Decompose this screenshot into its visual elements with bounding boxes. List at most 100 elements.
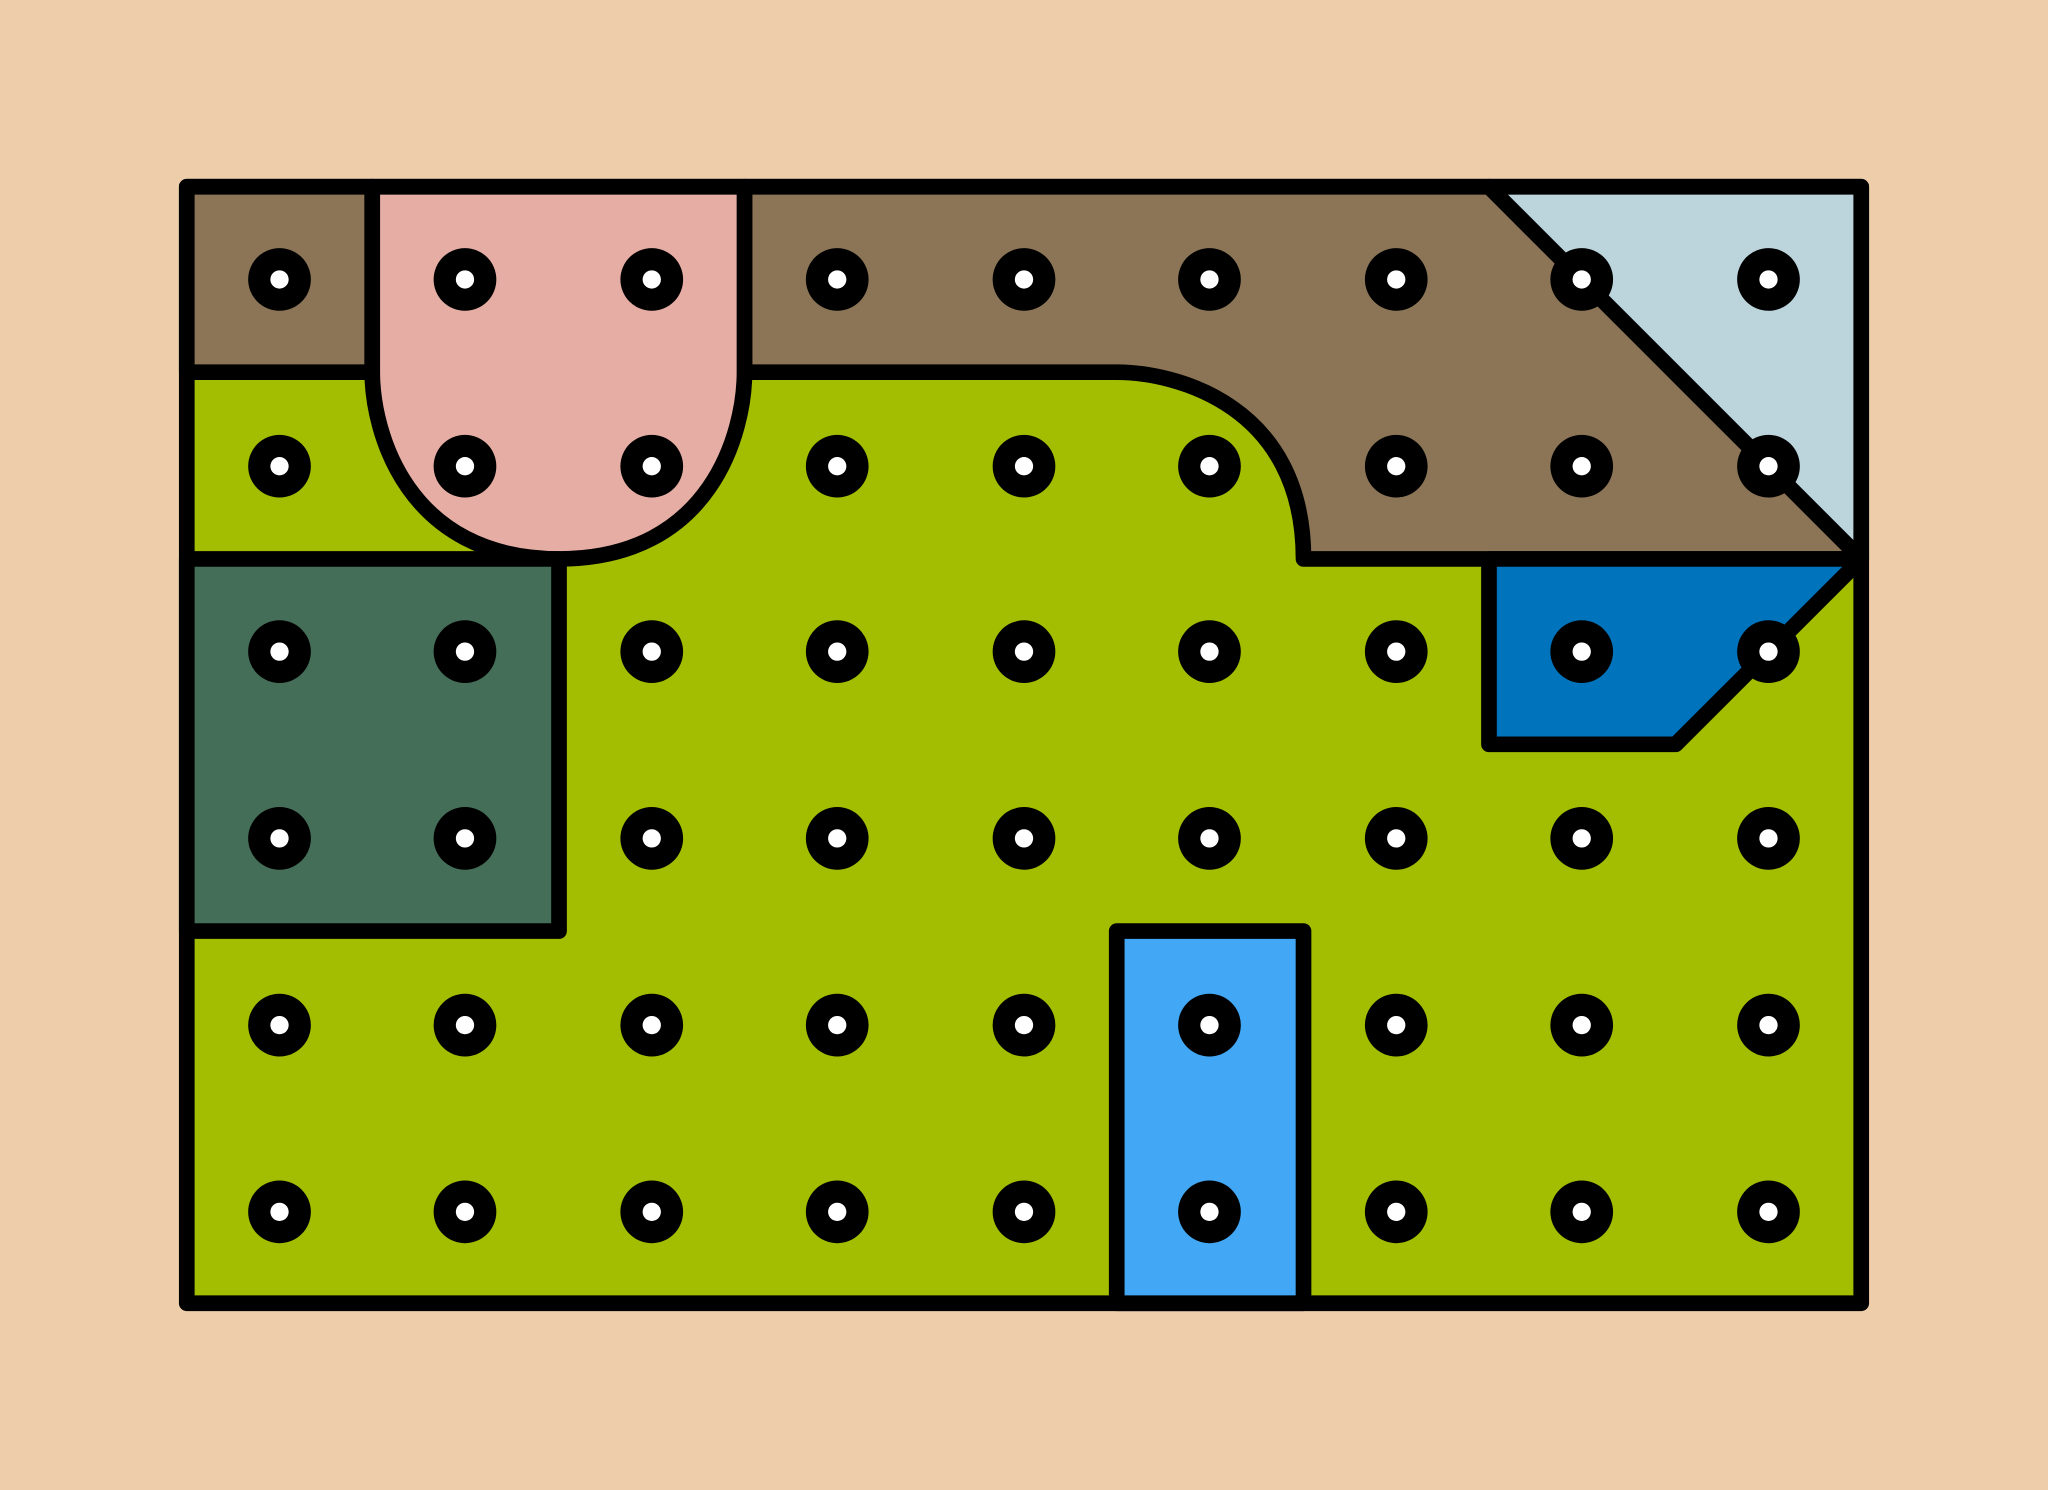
dot-center	[1387, 1015, 1406, 1035]
dot-center	[1200, 1202, 1219, 1221]
dot	[248, 1180, 311, 1244]
dot	[248, 620, 311, 683]
dot-center	[828, 642, 847, 661]
blue-region	[1481, 551, 1870, 753]
dot-center	[1014, 829, 1034, 848]
dot	[992, 1180, 1056, 1244]
dot-center	[455, 829, 475, 848]
dot	[1178, 993, 1241, 1057]
dot-center	[1387, 457, 1406, 476]
dot	[1178, 1180, 1241, 1244]
dot-center	[1387, 1202, 1406, 1221]
dot-center	[270, 829, 289, 848]
dot-center	[1572, 1202, 1591, 1221]
dot-center	[1200, 270, 1219, 289]
dot	[1178, 807, 1241, 870]
dot-center	[1387, 829, 1406, 848]
dot-center	[1014, 1015, 1034, 1035]
dot	[433, 1180, 497, 1244]
dark-green-region	[178, 551, 567, 939]
dot-center	[270, 642, 289, 661]
dot	[248, 993, 311, 1057]
dot-center	[270, 457, 289, 476]
dot-center	[1572, 829, 1591, 848]
dot-center	[642, 457, 661, 476]
dot	[248, 434, 311, 498]
dot	[1364, 993, 1428, 1057]
dot-center	[828, 1202, 847, 1221]
dot	[805, 620, 869, 683]
dot-center	[1572, 642, 1591, 661]
dot	[248, 248, 311, 311]
dot-center	[455, 642, 475, 661]
dot	[1364, 807, 1428, 870]
dot-center	[455, 1202, 475, 1221]
dot	[1550, 620, 1614, 683]
dot	[1737, 434, 1800, 498]
dot	[805, 807, 869, 870]
dot	[992, 620, 1056, 683]
dot-center	[455, 270, 475, 289]
dot-center	[1572, 270, 1591, 289]
dot-center	[1200, 829, 1219, 848]
dot-center	[270, 1015, 289, 1035]
sky-blue-region	[1108, 923, 1312, 1312]
dot-center	[1014, 642, 1034, 661]
dot-center	[1759, 270, 1778, 289]
dot	[620, 434, 684, 498]
dot	[1550, 1180, 1614, 1244]
dot-center	[642, 1202, 661, 1221]
dot	[1178, 434, 1241, 498]
dot	[1364, 620, 1428, 683]
dot	[1737, 993, 1800, 1057]
dot-center	[270, 270, 289, 289]
dot	[1737, 620, 1800, 683]
dot-center	[1572, 457, 1591, 476]
dot	[1550, 807, 1614, 870]
dot-center	[1759, 1015, 1778, 1035]
dot-center	[1572, 1015, 1591, 1035]
dot	[805, 248, 869, 311]
dot-center	[1014, 1202, 1034, 1221]
dot-center	[642, 829, 661, 848]
dot	[1364, 1180, 1428, 1244]
dot	[992, 248, 1056, 311]
dot	[620, 620, 684, 683]
dot	[1550, 248, 1614, 311]
dot	[433, 248, 497, 311]
dot-center	[1200, 1015, 1219, 1035]
dot	[805, 1180, 869, 1244]
dot-center	[828, 270, 847, 289]
dot-center	[270, 1202, 289, 1221]
dot-center	[1387, 270, 1406, 289]
dot-center	[1014, 270, 1034, 289]
dot-center	[828, 457, 847, 476]
dot-center	[828, 1015, 847, 1035]
dot	[1178, 620, 1241, 683]
dot	[433, 620, 497, 683]
dot	[433, 434, 497, 498]
dot	[805, 993, 869, 1057]
dot	[1178, 248, 1241, 311]
dot	[1364, 248, 1428, 311]
dot	[1737, 807, 1800, 870]
dot	[992, 993, 1056, 1057]
pink-region	[364, 178, 753, 567]
dot	[620, 807, 684, 870]
dot-grid	[248, 248, 1800, 1244]
dot-center	[642, 1015, 661, 1035]
dot-center	[642, 642, 661, 661]
dot	[992, 434, 1056, 498]
dot-center	[1759, 642, 1778, 661]
dot	[1737, 1180, 1800, 1244]
dot-center	[1387, 642, 1406, 661]
dot	[620, 1180, 684, 1244]
dot	[620, 993, 684, 1057]
dot-center	[1759, 1202, 1778, 1221]
dot	[1737, 248, 1800, 311]
dot	[1550, 993, 1614, 1057]
dot-center	[455, 1015, 475, 1035]
dot-center	[642, 270, 661, 289]
dot-center	[1200, 457, 1219, 476]
